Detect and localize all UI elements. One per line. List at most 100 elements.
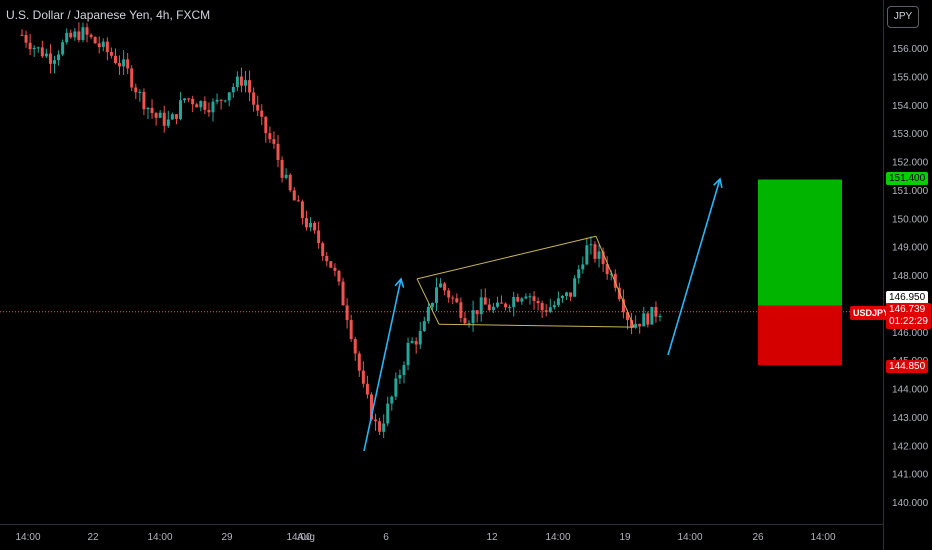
pattern-lower-line bbox=[438, 323, 635, 328]
candle-body bbox=[491, 306, 495, 311]
candle-body bbox=[552, 305, 556, 308]
candle-body bbox=[288, 174, 292, 191]
candle-body bbox=[638, 323, 642, 327]
pattern-right-edge bbox=[595, 236, 635, 328]
time-tick-0: 14:00 bbox=[15, 532, 40, 543]
candle-body bbox=[390, 396, 394, 404]
candle-body bbox=[215, 99, 219, 102]
candle-body bbox=[386, 403, 390, 424]
candle-body bbox=[101, 41, 105, 48]
stop-loss-label: 144.850 bbox=[886, 360, 929, 373]
time-tick-2: 14:00 bbox=[147, 532, 172, 543]
candle-body bbox=[162, 112, 166, 126]
candle-body bbox=[540, 303, 544, 311]
candle-body bbox=[203, 101, 207, 110]
price-tick-12: 144.000 bbox=[892, 385, 929, 396]
countdown-timer: 01:22:29 bbox=[889, 316, 928, 327]
candle-body bbox=[573, 278, 577, 297]
candle-body bbox=[597, 251, 601, 259]
candle-body bbox=[560, 295, 564, 299]
candle-body bbox=[65, 32, 69, 43]
last-price-tag: 146.739 01:22:29 bbox=[886, 303, 931, 329]
candle-body bbox=[601, 251, 605, 265]
candle-body bbox=[504, 303, 508, 308]
candle-body bbox=[223, 100, 227, 102]
candle-body bbox=[77, 31, 81, 40]
candle-body bbox=[483, 297, 487, 305]
time-tick-4: 14:00 bbox=[286, 532, 311, 543]
candle-body bbox=[126, 59, 130, 69]
candle-body bbox=[231, 86, 235, 93]
candle-body bbox=[617, 287, 621, 300]
candle-body bbox=[260, 110, 264, 117]
price-tick-2: 154.000 bbox=[892, 101, 929, 112]
candle-body bbox=[272, 139, 276, 144]
candle-body bbox=[20, 34, 24, 36]
candle-body bbox=[199, 101, 203, 108]
candle-body bbox=[219, 99, 223, 101]
candle-body bbox=[248, 80, 252, 93]
candle-body bbox=[32, 47, 36, 50]
price-axis-border bbox=[883, 0, 884, 550]
candle-body bbox=[244, 80, 248, 86]
candle-body bbox=[341, 281, 345, 306]
candle-body bbox=[650, 306, 654, 325]
candle-body bbox=[418, 331, 422, 345]
projection-arrow-shaft bbox=[667, 178, 721, 356]
candle-body bbox=[280, 160, 284, 178]
candle-body bbox=[158, 112, 162, 118]
candle-body bbox=[369, 394, 373, 420]
candle-body bbox=[630, 320, 634, 328]
candle-body bbox=[487, 304, 491, 311]
candle-body bbox=[44, 53, 48, 57]
candle-body bbox=[613, 273, 617, 288]
candle-body bbox=[577, 269, 581, 279]
candle-body bbox=[398, 375, 402, 379]
pattern-left-edge bbox=[416, 278, 440, 325]
candle-body bbox=[40, 47, 44, 57]
currency-button[interactable]: JPY bbox=[887, 6, 919, 28]
take-profit-label: 151.400 bbox=[886, 172, 929, 185]
time-tick-5: Aug bbox=[297, 532, 315, 543]
candle-body bbox=[581, 264, 585, 270]
time-tick-9: 19 bbox=[619, 532, 631, 543]
candle-body bbox=[296, 200, 300, 202]
candle-body bbox=[325, 256, 329, 262]
candle-body bbox=[646, 313, 650, 325]
candle-body bbox=[195, 104, 199, 108]
candle-body bbox=[57, 54, 61, 61]
price-tick-16: 140.000 bbox=[892, 498, 929, 509]
candle-body bbox=[187, 98, 191, 100]
candle-body bbox=[154, 113, 158, 118]
candle-body bbox=[410, 341, 414, 343]
price-tick-7: 149.000 bbox=[892, 243, 929, 254]
candle-body bbox=[105, 41, 109, 52]
candle-body bbox=[459, 302, 463, 319]
candle-body bbox=[81, 27, 85, 40]
candle-body bbox=[191, 98, 195, 105]
candle-body bbox=[317, 230, 321, 244]
time-tick-10: 14:00 bbox=[677, 532, 702, 543]
candle-body bbox=[516, 296, 520, 302]
candle-body bbox=[382, 423, 386, 432]
candle-body bbox=[556, 298, 560, 306]
candle-body bbox=[471, 310, 475, 324]
price-tick-4: 152.000 bbox=[892, 158, 929, 169]
time-tick-6: 6 bbox=[383, 532, 389, 543]
candle-body bbox=[174, 114, 178, 119]
candle-body bbox=[337, 270, 341, 282]
candle-body bbox=[508, 307, 512, 309]
candle-body bbox=[378, 421, 382, 432]
candle-body bbox=[130, 68, 134, 88]
loss-zone bbox=[758, 305, 842, 366]
candle-body bbox=[170, 114, 174, 120]
candle-body bbox=[447, 290, 451, 298]
candle-body bbox=[528, 296, 532, 298]
price-tick-15: 141.000 bbox=[892, 470, 929, 481]
candle-body bbox=[520, 298, 524, 302]
candle-body bbox=[73, 31, 77, 38]
candle-body bbox=[118, 63, 122, 67]
candle-body bbox=[235, 76, 239, 87]
candle-body bbox=[406, 342, 410, 366]
